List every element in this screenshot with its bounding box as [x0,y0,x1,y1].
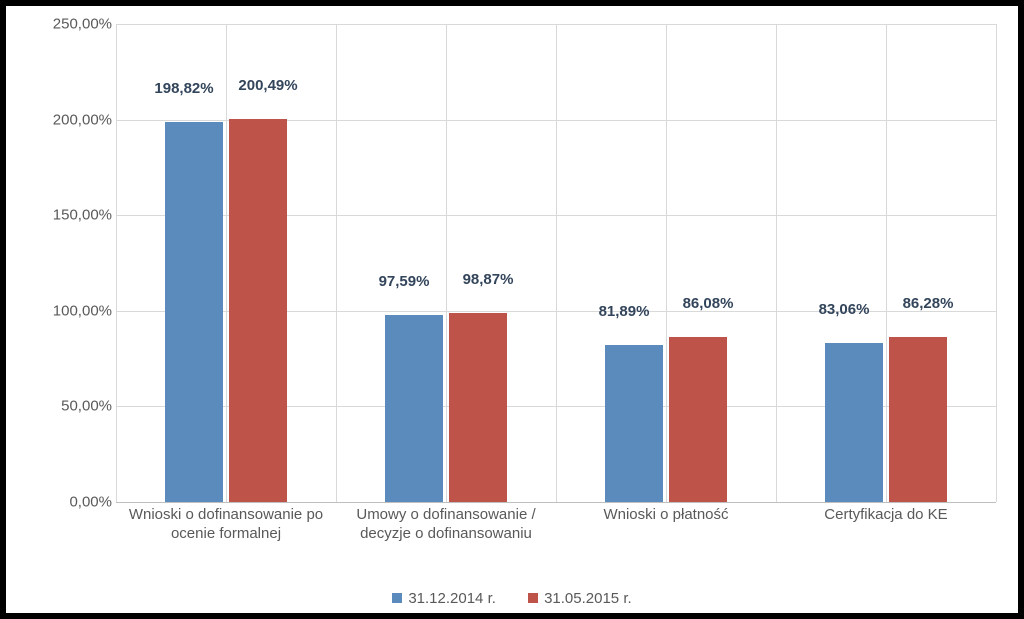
legend-label-series-2: 31.05.2015 r. [544,590,632,607]
bar [825,343,883,502]
bar [605,345,663,502]
chart-frame: 0,00% 50,00% 100,00% 150,00% 200,00% 250,00% W… [0,0,1024,619]
legend: 31.12.2014 r. 31.05.2015 r. [6,590,1018,608]
bar-data-label: 83,06% [819,301,870,322]
x-tick-label: Umowy o dofinansowanie / decyzje o dofin… [336,502,556,544]
y-tick-label: 250,00% [6,16,118,33]
bar-data-label: 98,87% [463,271,514,292]
y-tick-label: 100,00% [6,302,118,319]
bar-data-label: 81,89% [599,303,650,324]
x-tick-label: Wnioski o płatność [556,502,776,525]
x-tick-label: Wnioski o dofinansowanie po ocenie forma… [116,502,336,544]
y-tick-label: 200,00% [6,111,118,128]
legend-item-series-2: 31.05.2015 r. [528,590,632,607]
bar [165,122,223,502]
gridline-vertical [776,24,777,502]
gridline-vertical [226,24,227,502]
y-tick-label: 150,00% [6,207,118,224]
bar [449,313,507,502]
bar-data-label: 97,59% [379,273,430,294]
gridline-vertical [446,24,447,502]
bar-data-label: 86,28% [903,295,954,316]
bar-data-label: 86,08% [683,295,734,316]
legend-swatch-series-2 [528,593,538,603]
plot-area: 0,00%50,00%100,00%150,00%200,00%250,00%W… [116,24,996,502]
legend-item-series-1: 31.12.2014 r. [392,590,496,607]
legend-label-series-1: 31.12.2014 r. [408,590,496,607]
gridline-vertical [116,24,117,502]
bar [669,337,727,502]
gridline-vertical [336,24,337,502]
y-tick-label: 0,00% [6,494,118,511]
bar [889,337,947,502]
gridline-vertical [556,24,557,502]
gridline-vertical [996,24,997,502]
gridline-vertical [666,24,667,502]
x-tick-label: Certyfikacja do KE [776,502,996,525]
gridline-vertical [886,24,887,502]
legend-swatch-series-1 [392,593,402,603]
bar-data-label: 198,82% [154,80,213,101]
bar [229,119,287,502]
bar [385,315,443,502]
y-tick-label: 50,00% [6,398,118,415]
bar-data-label: 200,49% [238,77,297,98]
